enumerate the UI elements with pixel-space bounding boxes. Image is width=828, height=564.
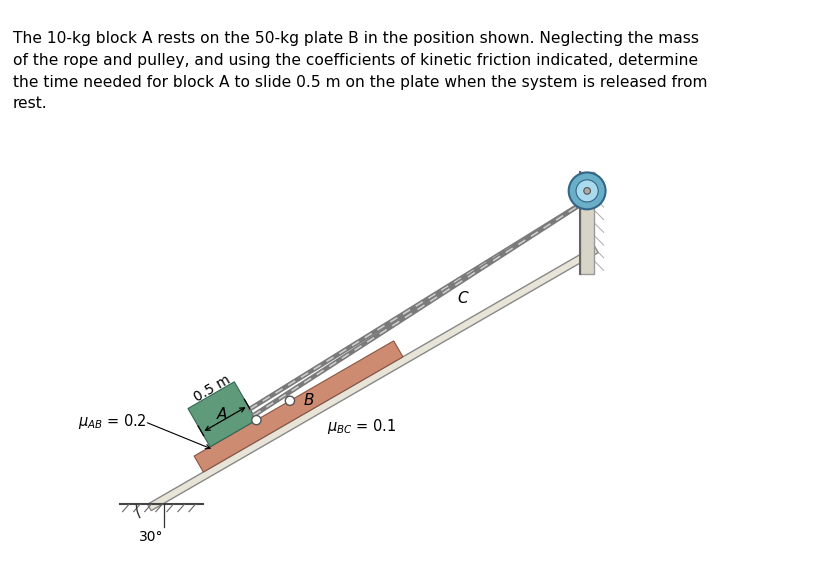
Polygon shape (194, 341, 402, 472)
Text: A: A (217, 407, 227, 422)
Polygon shape (147, 246, 598, 510)
Polygon shape (579, 173, 594, 274)
Text: $\mu_{BC}$ = 0.1: $\mu_{BC}$ = 0.1 (326, 417, 396, 436)
Circle shape (252, 416, 261, 425)
Circle shape (568, 173, 604, 209)
Text: 30°: 30° (139, 530, 163, 544)
Text: C: C (457, 291, 468, 306)
Text: 0.5 m: 0.5 m (191, 373, 233, 405)
Circle shape (575, 180, 598, 202)
Text: $\mu_{AB}$ = 0.2: $\mu_{AB}$ = 0.2 (79, 412, 147, 431)
Circle shape (285, 396, 294, 406)
Text: B: B (303, 393, 313, 408)
Text: The 10-kg block A rests on the 50-kg plate B in the position shown. Neglecting t: The 10-kg block A rests on the 50-kg pla… (13, 32, 706, 111)
Circle shape (583, 188, 590, 194)
Polygon shape (188, 382, 256, 447)
